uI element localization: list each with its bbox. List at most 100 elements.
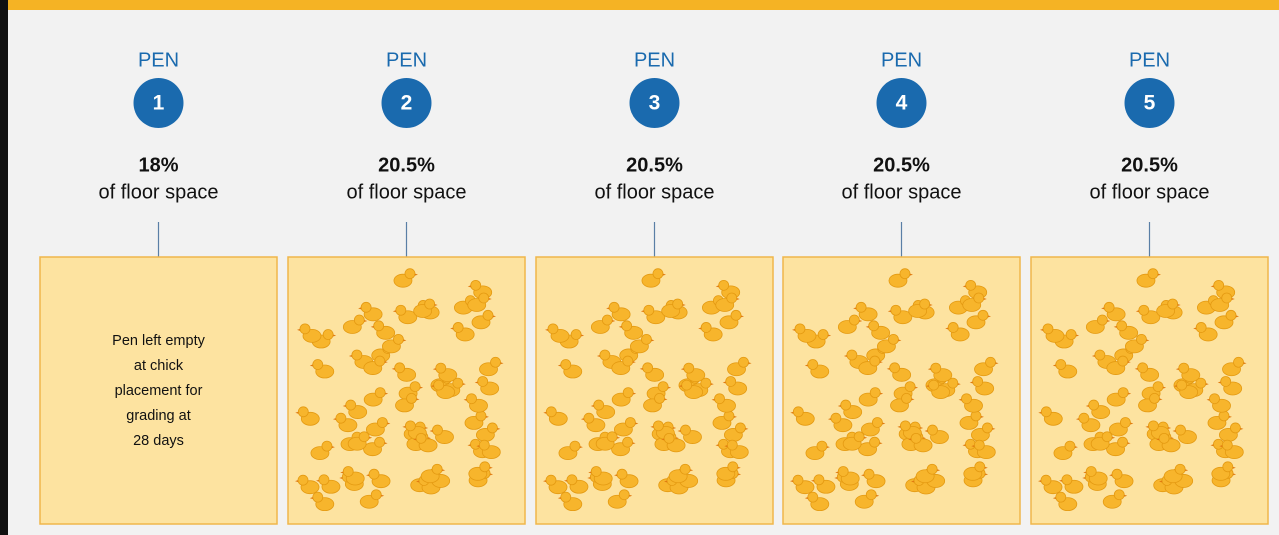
chick-head — [323, 330, 333, 340]
chick-head — [1118, 388, 1128, 398]
pen-number: 3 — [649, 92, 661, 115]
chick-head — [1177, 380, 1187, 390]
chick-head — [831, 413, 841, 423]
chick-head — [1222, 293, 1232, 303]
chick-head — [548, 324, 558, 334]
chick-head — [346, 400, 356, 410]
chick-head — [727, 293, 737, 303]
chick-head — [854, 432, 864, 442]
chick-head — [1226, 310, 1236, 320]
chick-head — [300, 324, 310, 334]
chick-head — [974, 293, 984, 303]
pen-note: Pen left empty — [112, 333, 205, 349]
chick-head — [920, 299, 930, 309]
chick-head — [1214, 280, 1224, 290]
chick-head — [546, 407, 556, 417]
floor-share: 20.5% — [873, 154, 930, 176]
chick-head — [1062, 475, 1072, 485]
chick-head — [719, 280, 729, 290]
chick-head — [929, 380, 939, 390]
chick-head — [731, 310, 741, 320]
chick-head — [1089, 400, 1099, 410]
chick-head — [1114, 490, 1124, 500]
chick-head — [653, 421, 663, 431]
chick-head — [453, 322, 463, 332]
chick-head — [625, 417, 635, 427]
chick-head — [1213, 439, 1223, 449]
chick-head — [793, 475, 803, 485]
chick-head — [849, 315, 859, 325]
chick-head — [433, 425, 443, 435]
chick-head — [643, 363, 653, 373]
chick-head — [966, 280, 976, 290]
chick-head — [931, 363, 941, 373]
chick-head — [900, 269, 910, 279]
chick-head — [1138, 363, 1148, 373]
floor-share: 20.5% — [626, 154, 683, 176]
chick-head — [927, 464, 937, 474]
chick-head — [319, 475, 329, 485]
chick-head — [982, 423, 992, 433]
chick-head — [1179, 363, 1189, 373]
chick-head — [701, 322, 711, 332]
chick-head — [623, 388, 633, 398]
chick-head — [641, 334, 651, 344]
chick-head — [407, 393, 417, 403]
chick-head — [1136, 334, 1146, 344]
pen-label: PEN — [138, 49, 179, 71]
chick-head — [371, 490, 381, 500]
chick-head — [905, 382, 915, 392]
chick-head — [609, 302, 619, 312]
chick-head — [1234, 357, 1244, 367]
chick-head — [718, 439, 728, 449]
chick-head — [298, 407, 308, 417]
chick-head — [1148, 421, 1158, 431]
chick-head — [1117, 321, 1127, 331]
chick-head — [313, 360, 323, 370]
chick-head — [739, 357, 749, 367]
chick-head — [664, 433, 674, 443]
chick-head — [313, 492, 323, 502]
chick-head — [869, 321, 879, 331]
chick-head — [322, 441, 332, 451]
chick-head — [1118, 437, 1128, 447]
chick-head — [856, 302, 866, 312]
chick-head — [1097, 315, 1107, 325]
chick-head — [808, 492, 818, 502]
chick-head — [1196, 322, 1206, 332]
chick-head — [890, 363, 900, 373]
pen-label: PEN — [881, 49, 922, 71]
chick-head — [416, 433, 426, 443]
chick-head — [434, 380, 444, 390]
chick-head — [948, 322, 958, 332]
chick-head — [561, 360, 571, 370]
chick-head — [795, 324, 805, 334]
chick-head — [487, 423, 497, 433]
chick-head — [1120, 417, 1130, 427]
chick-head — [1139, 305, 1149, 315]
pen-note: at chick — [134, 358, 184, 374]
chick-head — [1065, 441, 1075, 451]
chick-head — [619, 490, 629, 500]
chick-head — [470, 439, 480, 449]
pen-number: 4 — [896, 92, 908, 115]
floor-caption: of floor space — [594, 181, 714, 203]
chick-head — [653, 269, 663, 279]
chick-head — [1175, 464, 1185, 474]
chick-head — [975, 462, 985, 472]
chick-head — [1148, 269, 1158, 279]
chick-head — [480, 462, 490, 472]
chick-head — [584, 413, 594, 423]
pen-label: PEN — [386, 49, 427, 71]
chick-head — [1176, 425, 1186, 435]
chick-head — [1079, 413, 1089, 423]
chick-head — [673, 299, 683, 309]
chick-head — [888, 334, 898, 344]
chick-head — [1041, 407, 1051, 417]
chick-head — [644, 305, 654, 315]
chick-head — [986, 357, 996, 367]
chick-head — [1230, 423, 1240, 433]
chick-head — [726, 376, 736, 386]
chick-head — [436, 363, 446, 373]
chick-head — [405, 421, 415, 431]
